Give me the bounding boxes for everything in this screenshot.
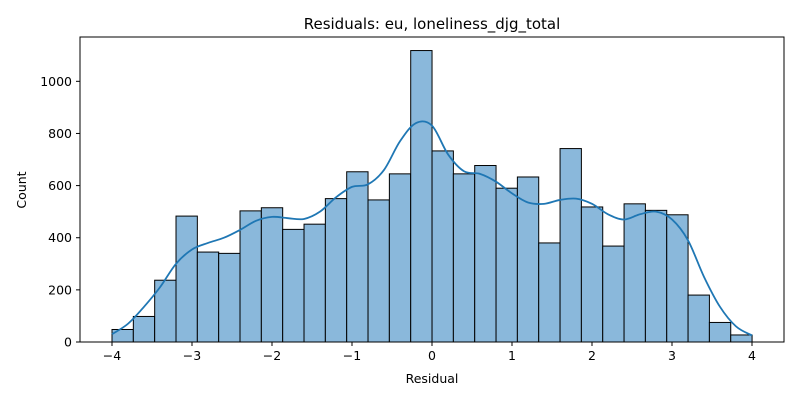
histogram-bar xyxy=(260,207,284,343)
histogram-bar xyxy=(708,321,732,343)
x-tick-label: 3 xyxy=(668,348,676,363)
x-tick-label: −2 xyxy=(263,348,281,363)
kde-line xyxy=(111,120,753,337)
histogram-bar xyxy=(602,245,625,343)
histogram-bar xyxy=(410,50,433,343)
histogram-bar xyxy=(132,315,156,343)
y-tick-label: 200 xyxy=(48,282,72,297)
histogram-bar xyxy=(644,209,668,343)
y-tick-label: 800 xyxy=(48,126,72,141)
y-tick-label: 600 xyxy=(48,178,72,193)
x-tick-label: −1 xyxy=(343,348,361,363)
histogram-bar xyxy=(175,215,198,343)
histogram-bar xyxy=(196,251,220,343)
y-axis-label: Count xyxy=(14,171,29,208)
histogram-bar xyxy=(346,171,369,343)
y-tick-label: 0 xyxy=(64,335,72,350)
histogram-bar xyxy=(367,199,390,343)
histogram-bar xyxy=(282,228,305,343)
y-tick-label: 1000 xyxy=(40,74,72,89)
histogram-bar xyxy=(452,173,476,343)
x-axis-ticks: −4 −3 −2 −1 0 1 2 3 4 xyxy=(103,342,756,363)
histogram-bar xyxy=(303,223,326,343)
x-tick-label: 2 xyxy=(588,348,596,363)
histogram-bars xyxy=(111,50,753,343)
histogram-bar xyxy=(324,198,348,343)
x-tick-label: 1 xyxy=(508,348,516,363)
y-axis-ticks: 0 200 400 600 800 1000 xyxy=(40,74,80,350)
histogram-bar xyxy=(388,173,412,343)
x-tick-label: −3 xyxy=(183,348,201,363)
histogram-bar xyxy=(559,148,582,343)
x-tick-label: 4 xyxy=(748,348,756,363)
chart-title: Residuals: eu, loneliness_djg_total xyxy=(304,15,561,34)
x-axis-label: Residual xyxy=(406,371,459,386)
y-tick-label: 400 xyxy=(48,230,72,245)
histogram-bar xyxy=(623,203,646,343)
histogram-bar xyxy=(239,210,262,343)
histogram-bar xyxy=(218,252,241,343)
histogram-bar xyxy=(495,187,518,343)
histogram-bar xyxy=(538,242,561,343)
histogram-bar xyxy=(431,150,454,343)
histogram-bar xyxy=(474,165,497,343)
histogram-bar xyxy=(580,206,604,343)
x-tick-label: −4 xyxy=(103,348,121,363)
histogram-bar xyxy=(687,294,710,343)
histogram-bar xyxy=(730,334,753,343)
x-tick-label: 0 xyxy=(428,348,436,363)
